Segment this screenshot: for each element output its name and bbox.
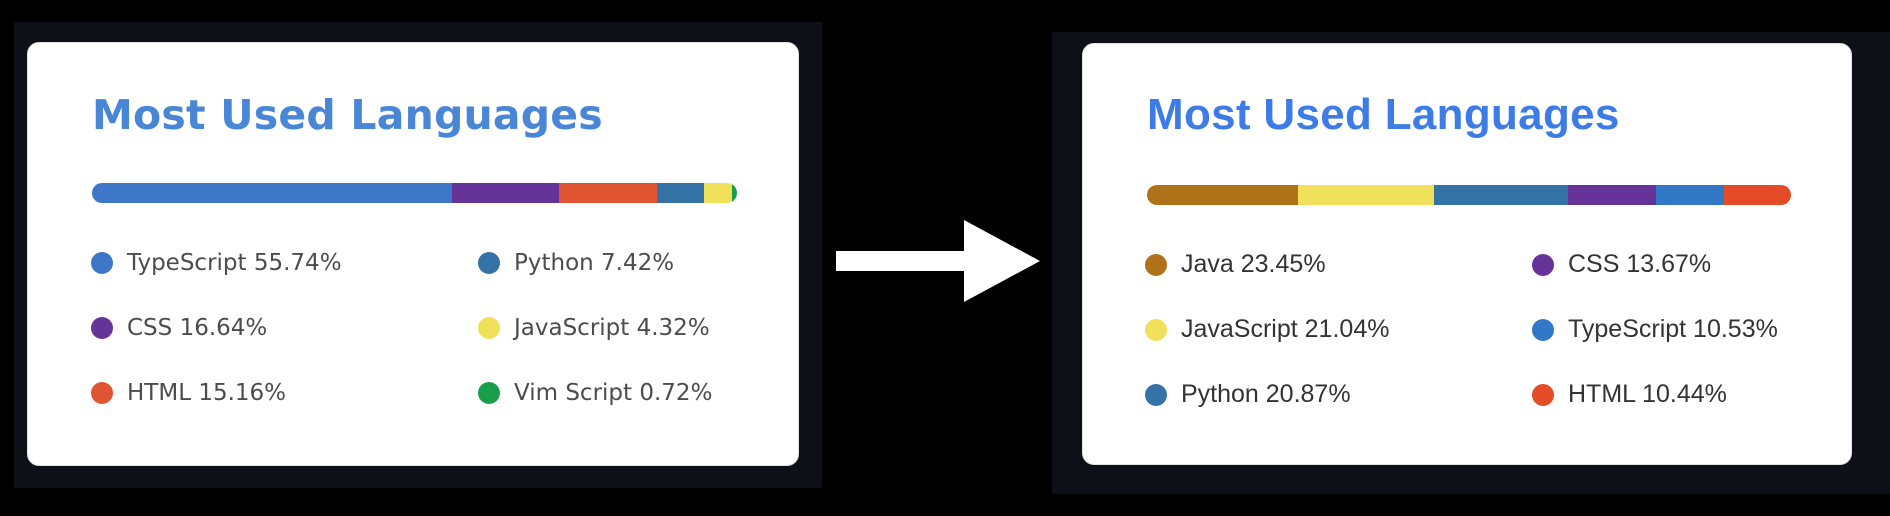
python-dot-icon (478, 252, 500, 274)
bar-segment-javascript (704, 183, 733, 203)
bar-segment-html (1723, 185, 1791, 205)
bar-segment-html (558, 183, 657, 203)
arrow-shape (836, 220, 1040, 302)
legend-label: JavaScript 21.04% (1181, 315, 1390, 343)
legend-item-html: HTML 10.44% (1532, 380, 1727, 409)
java-dot-icon (1145, 253, 1167, 276)
legend-label: Java 23.45% (1181, 250, 1326, 278)
legend-label: TypeScript 55.74% (127, 250, 342, 276)
bar-segment-css (451, 183, 559, 203)
legend-item-css: CSS 13.67% (1532, 250, 1711, 279)
html-dot-icon (91, 382, 113, 404)
legend-item-java: Java 23.45% (1145, 250, 1326, 279)
css-dot-icon (91, 317, 113, 339)
card-title: Most Used Languages (1147, 90, 1620, 139)
bar-segment-python (656, 183, 705, 203)
legend-label: Python 7.42% (514, 250, 675, 276)
legend-item-css: CSS 16.64% (91, 315, 267, 341)
legend-item-typescript: TypeScript 55.74% (91, 250, 342, 276)
legend-label: JavaScript 4.32% (514, 315, 710, 341)
legend-label: Python 20.87% (1181, 380, 1351, 408)
languages-card-after: Most Used Languages Java 23.45% JavaScri… (1082, 43, 1852, 465)
legend-item-javascript: JavaScript 4.32% (478, 315, 710, 341)
legend-item-html: HTML 15.16% (91, 380, 286, 406)
bar-segment-typescript (1655, 185, 1724, 205)
right-arrow-icon (836, 220, 1040, 302)
legend-item-typescript: TypeScript 10.53% (1532, 315, 1778, 344)
bar-segment-javascript (1298, 185, 1434, 205)
python-dot-icon (1145, 383, 1167, 406)
legend-label: CSS 16.64% (127, 315, 268, 341)
javascript-dot-icon (478, 317, 500, 339)
bar-segment-css (1567, 185, 1656, 205)
legend-label: Vim Script 0.72% (514, 380, 713, 406)
languages-card-before: Most Used Languages TypeScript 55.74% CS… (27, 42, 799, 466)
bar-segment-typescript (92, 183, 452, 203)
legend-label: HTML 15.16% (127, 380, 287, 406)
bar-segment-java (1147, 185, 1299, 205)
card-title: Most Used Languages (92, 91, 603, 139)
language-progress-bar (1147, 185, 1791, 205)
css-dot-icon (1532, 253, 1554, 276)
typescript-dot-icon (1532, 318, 1554, 341)
typescript-dot-icon (91, 252, 113, 274)
bar-segment-python (1433, 185, 1568, 205)
legend-item-javascript: JavaScript 21.04% (1145, 315, 1389, 344)
bar-segment-vim-script (732, 183, 737, 203)
language-progress-bar (92, 183, 737, 203)
html-dot-icon (1532, 383, 1554, 406)
legend-label: HTML 10.44% (1568, 380, 1727, 408)
legend-label: TypeScript 10.53% (1568, 315, 1778, 343)
javascript-dot-icon (1145, 318, 1167, 341)
legend-label: CSS 13.67% (1568, 250, 1712, 278)
legend-item-vim-script: Vim Script 0.72% (478, 380, 712, 406)
legend-item-python: Python 20.87% (1145, 380, 1351, 409)
vim-script-dot-icon (478, 382, 500, 404)
legend-item-python: Python 7.42% (478, 250, 674, 276)
